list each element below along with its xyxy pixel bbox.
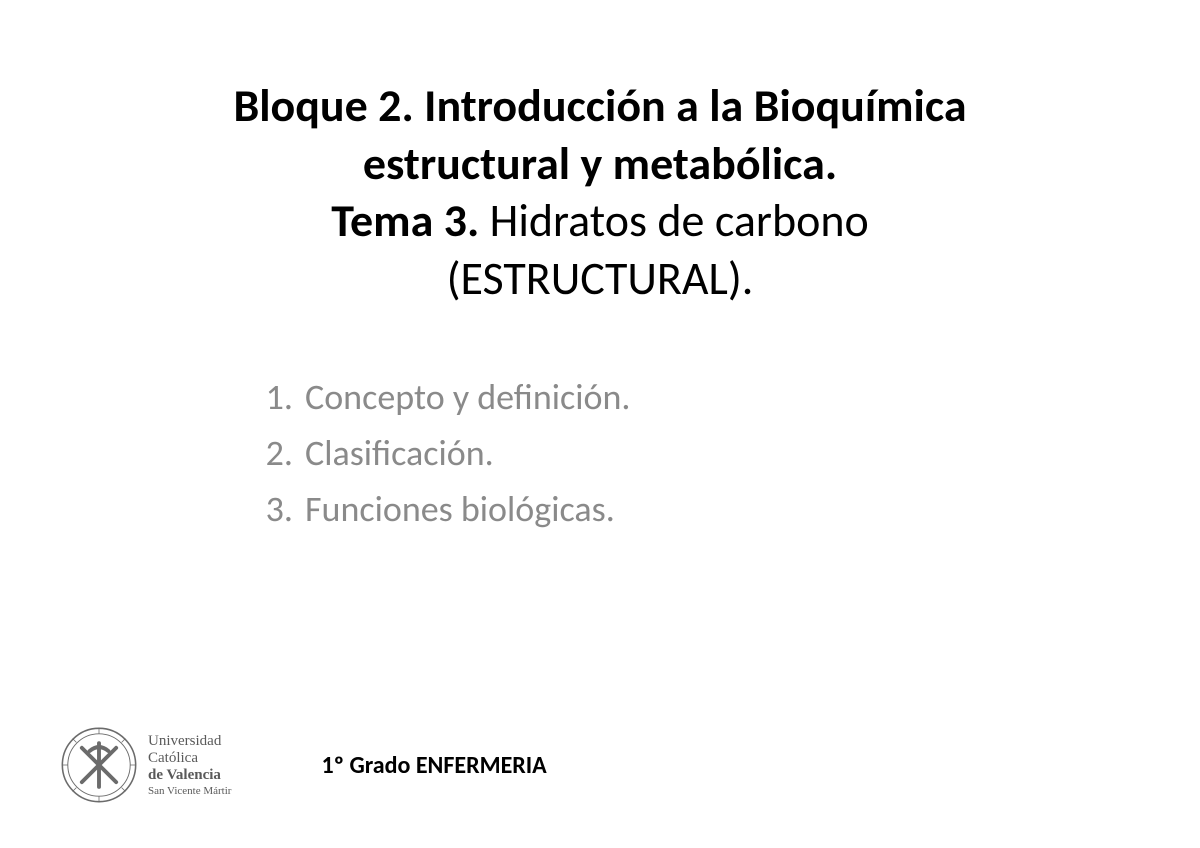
list-item-text: Funciones biológicas.: [305, 482, 615, 538]
footer: Universidad Católica de Valencia San Vic…: [60, 726, 547, 804]
title-block: Bloque 2. Introducción a la Bioquímica e…: [0, 78, 1200, 308]
logo-line-1: Universidad: [148, 733, 231, 750]
list-item-text: Concepto y definición.: [305, 370, 630, 426]
outline-list: 1. Concepto y definición. 2. Clasificaci…: [245, 370, 630, 537]
seal-icon: [60, 726, 138, 804]
title-line-3-rest: Hidratos de carbono: [490, 193, 869, 249]
list-item-number: 3.: [245, 482, 305, 538]
title-line-2: estructural y metabólica.: [0, 136, 1200, 194]
course-label: 1º Grado ENFERMERIA: [321, 751, 546, 780]
list-item-number: 2.: [245, 426, 305, 482]
university-logo: Universidad Católica de Valencia San Vic…: [60, 726, 231, 804]
slide: Bloque 2. Introducción a la Bioquímica e…: [0, 0, 1200, 848]
logo-line-2: Católica: [148, 750, 231, 767]
list-item: 3. Funciones biológicas.: [245, 482, 630, 538]
university-name: Universidad Católica de Valencia San Vic…: [148, 733, 231, 797]
title-line-1: Bloque 2. Introducción a la Bioquímica: [0, 78, 1200, 136]
list-item-text: Clasificación.: [305, 426, 494, 482]
title-line-3: Tema 3. Hidratos de carbono: [0, 193, 1200, 251]
logo-line-3: de Valencia: [148, 767, 231, 784]
list-item: 2. Clasificación.: [245, 426, 630, 482]
list-item-number: 1.: [245, 370, 305, 426]
list-item: 1. Concepto y definición.: [245, 370, 630, 426]
logo-line-4: San Vicente Mártir: [148, 785, 231, 798]
title-line-3-prefix: Tema 3.: [331, 193, 489, 249]
title-line-4: (ESTRUCTURAL).: [0, 251, 1200, 309]
